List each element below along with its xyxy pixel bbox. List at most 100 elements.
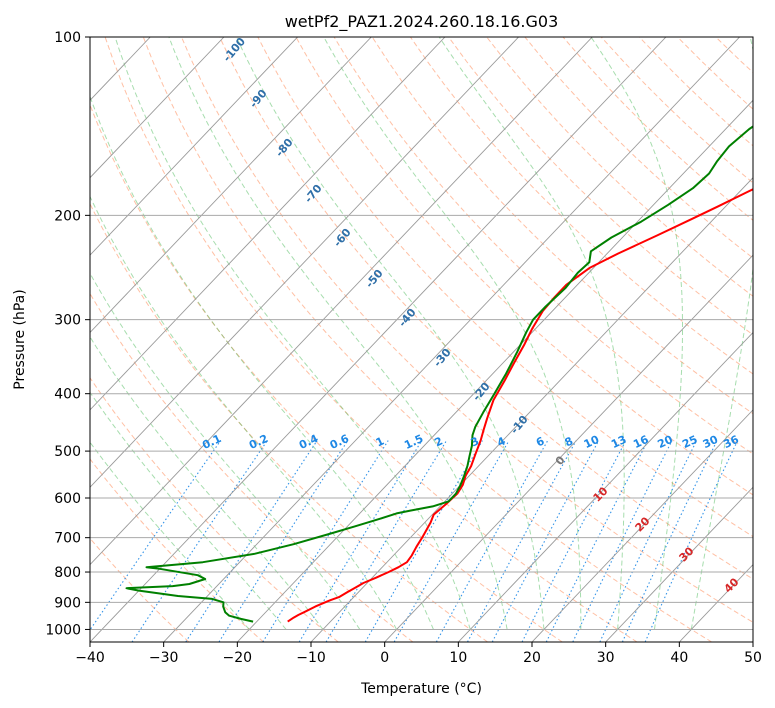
temperature-line [287, 188, 753, 623]
mixing-ratio-label: 8 [563, 434, 575, 449]
moist-adiabat-label: -20 [470, 380, 493, 404]
y-tick-label: 700 [54, 531, 81, 547]
dry-adiabat-line [295, 37, 753, 496]
x-tick-label: 20 [523, 650, 541, 666]
moist-adiabat-line [236, 37, 545, 630]
dry-adiabat-label: 40 [722, 575, 742, 595]
dry-adiabat-line [371, 37, 753, 415]
x-tick-label: −30 [149, 650, 179, 666]
dry-adiabat-line [90, 458, 264, 642]
dry-adiabat-line [715, 37, 753, 74]
dry-adiabat-line [562, 37, 753, 221]
moist-adiabat-line [323, 37, 582, 630]
mixing-ratio-label: 13 [609, 433, 628, 451]
mixing-ratio-label: 20 [656, 433, 676, 451]
moist-adiabat-line [90, 391, 287, 630]
moist-adiabat-line [90, 95, 434, 630]
mixing-ratio-line [325, 440, 447, 642]
isotherm-line [90, 37, 372, 334]
mixing-ratio-label: 16 [631, 433, 651, 451]
dry-adiabat-line [219, 37, 753, 580]
dry-adiabat-line [524, 37, 753, 259]
isotherm-line [163, 37, 740, 642]
mixing-ratio-line [435, 440, 549, 642]
dry-adiabat-line [90, 202, 488, 642]
dry-adiabat-line [409, 37, 753, 375]
dry-adiabat-label: 20 [633, 514, 653, 534]
dry-adiabat-line [90, 537, 190, 642]
x-tick-label: −40 [75, 650, 105, 666]
x-tick-label: 40 [670, 650, 688, 666]
moist-adiabat-label: 0 [553, 453, 568, 467]
mixing-ratio-line [467, 440, 577, 642]
dry-adiabat-line [104, 37, 638, 642]
mixing-ratio-line [90, 440, 222, 631]
mixing-ratio-line [393, 440, 510, 642]
background-lines [90, 37, 775, 642]
mixing-ratio-label: 1 [374, 434, 386, 449]
isotherm-line [531, 409, 753, 642]
isotherm-line [237, 99, 753, 642]
moist-adiabat-line [168, 37, 508, 630]
moist-adiabat-line [90, 441, 250, 630]
chart-title: wetPf2_PAZ1.2024.260.18.16.G03 [285, 12, 559, 32]
isotherm-line [384, 254, 753, 642]
plot-frame [89, 36, 754, 643]
y-tick-label: 400 [54, 387, 81, 403]
isotherm-line [605, 486, 753, 642]
y-tick-label: 100 [54, 30, 81, 46]
moist-adiabat-line [114, 37, 471, 630]
mixing-ratio-line [621, 440, 718, 642]
dry-adiabat-line [257, 37, 753, 538]
moist-adiabat-label: -70 [302, 182, 325, 206]
moist-adiabat-label: -90 [247, 87, 270, 111]
moist-adiabat-label: -80 [273, 136, 296, 160]
x-tick-label: 0 [380, 650, 389, 666]
moist-adiabat-label: -100 [220, 35, 248, 65]
mixing-ratio-line [644, 440, 739, 642]
x-axis: −40 −30 −20 −10 0 10 20 30 40 50 [75, 642, 762, 666]
isotherm-line [458, 331, 753, 642]
x-tick-label: −20 [223, 650, 253, 666]
dry-adiabat-line [754, 37, 775, 642]
moist-adiabat-line [90, 195, 398, 630]
mixing-ratio-label: 36 [721, 433, 741, 451]
y-tick-label: 900 [54, 595, 81, 611]
moist-adiabat-label: -10 [508, 413, 531, 437]
x-tick-label: 30 [597, 650, 615, 666]
mixing-ratio-line [364, 440, 483, 642]
mixing-ratio-line [262, 440, 389, 642]
mixing-ratio-label: 25 [680, 433, 699, 451]
sounding-series [125, 125, 753, 623]
isotherm-line [90, 37, 446, 411]
mixing-ratio-line [599, 440, 698, 642]
mixing-ratio-label: 0.1 [200, 432, 223, 452]
dry-adiabat-line [181, 37, 753, 623]
dry-adiabat-label: 30 [677, 544, 697, 564]
dry-adiabat-line [142, 37, 712, 642]
y-axis-label: Pressure (hPa) [12, 289, 28, 389]
isotherm-line [90, 37, 519, 488]
moist-adiabat-line [438, 37, 625, 630]
mixing-ratio-line [298, 440, 423, 642]
y-tick-label: 600 [54, 491, 81, 507]
mixing-ratio-line [491, 440, 600, 642]
isotherm-line [0, 37, 3, 642]
pressure-grid [0, 37, 753, 642]
dry-adiabat-line [486, 37, 753, 297]
moist-adiabat-line [90, 272, 361, 630]
mixing-ratio-line [521, 440, 627, 642]
moist-adiabat-line [90, 335, 324, 630]
y-tick-label: 1000 [45, 622, 81, 638]
y-axis: 1000 900 800 700 600 500 400 300 200 100 [45, 30, 90, 638]
mixing-ratio-line [218, 440, 349, 642]
dry-adiabat-label: 10 [591, 484, 611, 504]
moist-adiabat-label: -30 [431, 346, 454, 370]
mixing-ratio-line [545, 440, 649, 642]
mixing-ratio-label: 1.5 [402, 432, 425, 452]
isotherm-line [90, 37, 225, 179]
moist-adiabat-line [590, 37, 683, 630]
dry-adiabat-line [448, 37, 753, 336]
dewpoint-line [125, 125, 753, 623]
